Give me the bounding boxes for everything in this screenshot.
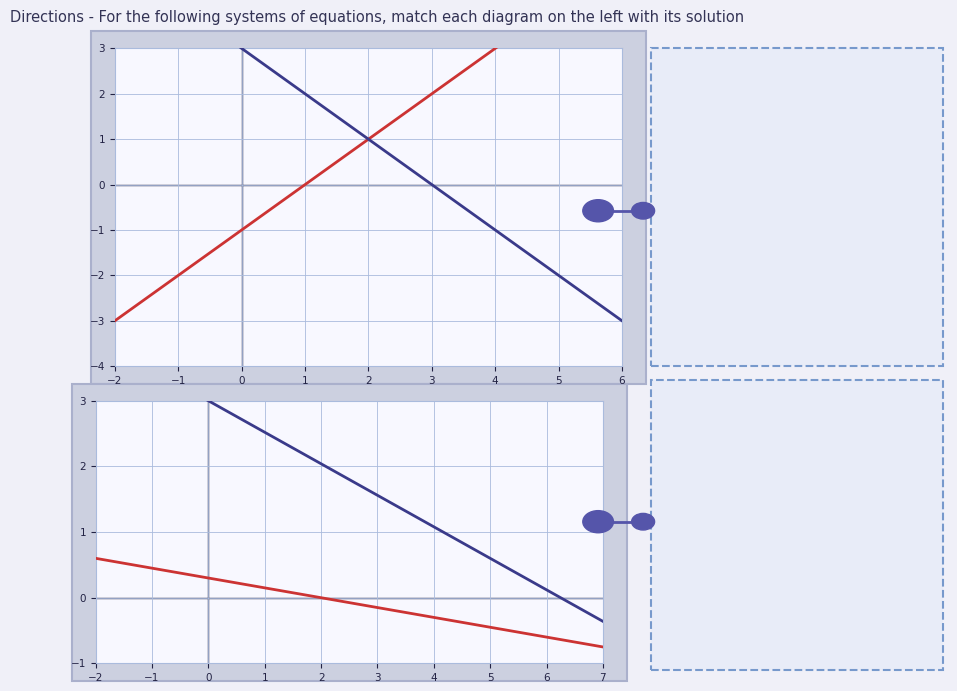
Text: Directions - For the following systems of equations, match each diagram on the l: Directions - For the following systems o… [10,10,744,26]
